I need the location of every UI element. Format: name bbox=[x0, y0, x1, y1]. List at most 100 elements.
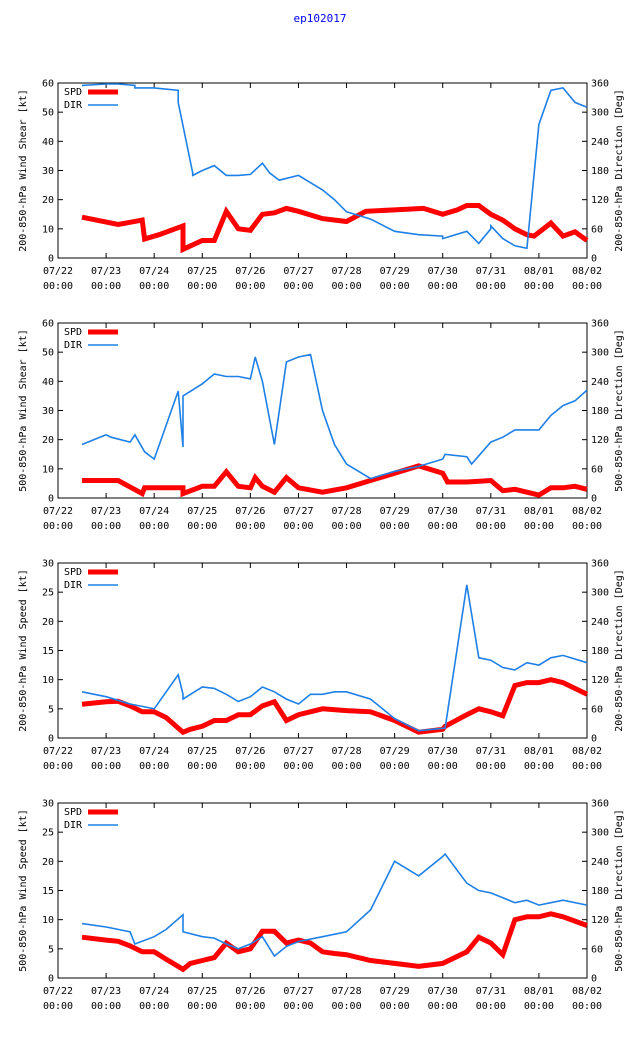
x-tick-time-label: 00:00 bbox=[139, 521, 169, 532]
x-tick-label: 07/26 bbox=[235, 746, 265, 757]
x-tick-label: 07/30 bbox=[428, 266, 458, 277]
x-tick-label: 07/22 bbox=[43, 746, 73, 757]
y2-axis-label: 500-850-hPa Direction [Deg] bbox=[614, 809, 625, 972]
x-tick-label: 08/02 bbox=[572, 266, 602, 277]
x-tick-time-label: 00:00 bbox=[380, 281, 410, 292]
x-tick-time-label: 00:00 bbox=[43, 281, 73, 292]
x-tick-time-label: 00:00 bbox=[331, 521, 361, 532]
y-tick-label: 30 bbox=[42, 559, 54, 570]
y2-tick-label: 300 bbox=[591, 828, 609, 839]
x-tick-label: 07/23 bbox=[91, 266, 121, 277]
x-tick-label: 07/29 bbox=[380, 506, 410, 517]
y-tick-label: 0 bbox=[48, 494, 54, 505]
y-tick-label: 20 bbox=[42, 857, 54, 868]
x-tick-time-label: 00:00 bbox=[380, 1001, 410, 1012]
x-tick-time-label: 00:00 bbox=[43, 521, 73, 532]
y2-tick-label: 60 bbox=[591, 704, 603, 715]
y-tick-label: 0 bbox=[48, 734, 54, 745]
y2-tick-label: 240 bbox=[591, 617, 609, 628]
spd-series-line bbox=[81, 911, 588, 973]
y2-tick-label: 180 bbox=[591, 406, 609, 417]
x-tick-label: 07/29 bbox=[380, 986, 410, 997]
x-tick-time-label: 00:00 bbox=[187, 761, 217, 772]
x-tick-time-label: 00:00 bbox=[187, 1001, 217, 1012]
y2-tick-label: 180 bbox=[591, 646, 609, 657]
x-tick-time-label: 00:00 bbox=[187, 521, 217, 532]
x-tick-label: 07/27 bbox=[283, 986, 313, 997]
x-tick-time-label: 00:00 bbox=[331, 1001, 361, 1012]
y2-axis-label: 500-850-hPa Direction [Deg] bbox=[614, 329, 625, 492]
y-tick-label: 10 bbox=[42, 464, 54, 475]
y-tick-label: 5 bbox=[48, 944, 54, 955]
y2-tick-label: 300 bbox=[591, 588, 609, 599]
x-tick-label: 07/28 bbox=[331, 266, 361, 277]
y2-tick-label: 360 bbox=[591, 799, 609, 810]
y-tick-label: 20 bbox=[42, 195, 54, 206]
x-tick-time-label: 00:00 bbox=[476, 761, 506, 772]
x-tick-time-label: 00:00 bbox=[476, 281, 506, 292]
y2-tick-label: 60 bbox=[591, 944, 603, 955]
y2-tick-label: 180 bbox=[591, 166, 609, 177]
x-tick-time-label: 00:00 bbox=[524, 1001, 554, 1012]
y-tick-label: 50 bbox=[42, 348, 54, 359]
y2-tick-label: 0 bbox=[591, 734, 597, 745]
x-tick-label: 07/27 bbox=[283, 506, 313, 517]
legend-label-spd: SPD bbox=[64, 567, 82, 578]
y-axis-label: 500-850-hPa Wind Shear [kt] bbox=[18, 329, 29, 492]
legend-label-dir: DIR bbox=[64, 580, 83, 591]
x-tick-label: 07/31 bbox=[476, 746, 506, 757]
y-tick-label: 5 bbox=[48, 704, 54, 715]
x-tick-time-label: 00:00 bbox=[235, 521, 265, 532]
x-tick-time-label: 00:00 bbox=[572, 1001, 602, 1012]
page-title: ep102017 bbox=[293, 12, 347, 25]
x-tick-label: 07/24 bbox=[139, 506, 169, 517]
x-tick-label: 08/02 bbox=[572, 986, 602, 997]
y-tick-label: 25 bbox=[42, 828, 54, 839]
y-axis-label: 200-850-hPa Wind Speed [kt] bbox=[18, 569, 29, 732]
y-tick-label: 0 bbox=[48, 974, 54, 985]
x-tick-time-label: 00:00 bbox=[235, 761, 265, 772]
x-tick-label: 07/31 bbox=[476, 986, 506, 997]
y-tick-label: 20 bbox=[42, 435, 54, 446]
x-tick-label: 07/29 bbox=[380, 746, 410, 757]
x-tick-time-label: 00:00 bbox=[331, 281, 361, 292]
x-tick-label: 07/23 bbox=[91, 506, 121, 517]
x-tick-time-label: 00:00 bbox=[283, 521, 313, 532]
chart-panel-1: 0 10 20 30 40 50 60 0 60 120 180 240 300 360 07/22 00:0… bbox=[18, 79, 625, 293]
y-tick-label: 20 bbox=[42, 617, 54, 628]
x-tick-label: 08/01 bbox=[524, 266, 554, 277]
y-tick-label: 30 bbox=[42, 166, 54, 177]
y-tick-label: 60 bbox=[42, 319, 54, 330]
y2-tick-label: 360 bbox=[591, 559, 609, 570]
x-tick-time-label: 00:00 bbox=[380, 761, 410, 772]
x-tick-label: 07/24 bbox=[139, 986, 169, 997]
x-tick-label: 07/23 bbox=[91, 746, 121, 757]
legend-label-dir: DIR bbox=[64, 100, 83, 111]
x-tick-label: 07/28 bbox=[331, 506, 361, 517]
x-tick-label: 07/25 bbox=[187, 506, 217, 517]
y2-tick-label: 120 bbox=[591, 435, 609, 446]
x-tick-time-label: 00:00 bbox=[283, 761, 313, 772]
y-tick-label: 30 bbox=[42, 406, 54, 417]
x-tick-time-label: 00:00 bbox=[91, 281, 121, 292]
y2-tick-label: 360 bbox=[591, 319, 609, 330]
x-tick-time-label: 00:00 bbox=[524, 521, 554, 532]
y-tick-label: 40 bbox=[42, 137, 54, 148]
x-tick-label: 07/30 bbox=[428, 746, 458, 757]
x-tick-label: 07/25 bbox=[187, 986, 217, 997]
y-axis-label: 500-850-hPa Wind Speed [kt] bbox=[18, 809, 29, 972]
x-tick-label: 07/26 bbox=[235, 986, 265, 997]
x-tick-time-label: 00:00 bbox=[283, 281, 313, 292]
x-tick-time-label: 00:00 bbox=[235, 281, 265, 292]
x-tick-time-label: 00:00 bbox=[428, 281, 458, 292]
dir-series-line bbox=[81, 584, 588, 732]
x-tick-time-label: 00:00 bbox=[43, 761, 73, 772]
x-tick-time-label: 00:00 bbox=[187, 281, 217, 292]
x-tick-time-label: 00:00 bbox=[476, 521, 506, 532]
y2-tick-label: 360 bbox=[591, 79, 609, 90]
x-tick-label: 07/22 bbox=[43, 986, 73, 997]
plot-frame bbox=[57, 82, 588, 259]
y2-tick-label: 0 bbox=[591, 254, 597, 265]
x-tick-label: 07/24 bbox=[139, 266, 169, 277]
